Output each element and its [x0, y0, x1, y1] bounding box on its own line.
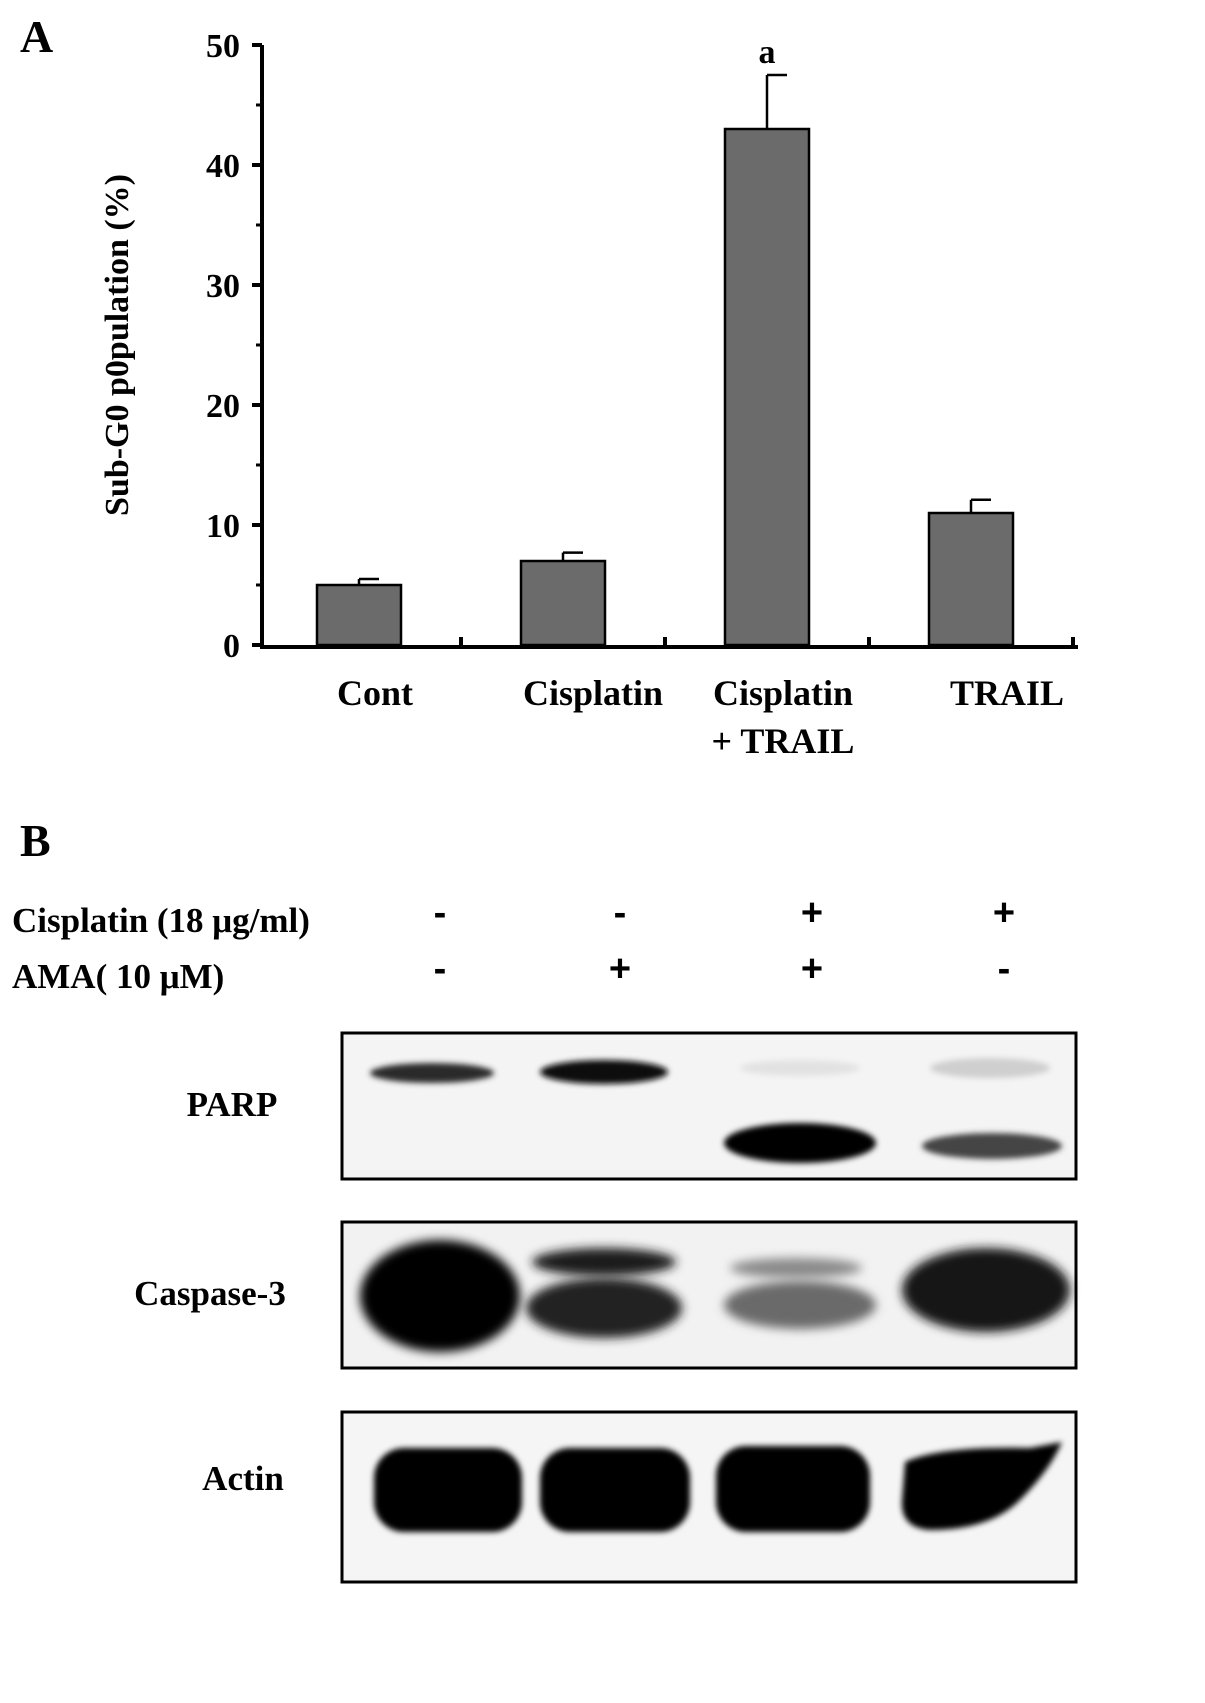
category-label: TRAIL — [950, 673, 1064, 713]
annotations: a — [759, 34, 776, 71]
bands-parp — [370, 1058, 1062, 1163]
band-actin-lane4 — [901, 1442, 1062, 1530]
band-caspase-3-lane3-top — [730, 1258, 862, 1278]
treatment-label-ama: AMA( 10 μM) — [12, 957, 224, 996]
band-parp-lane3-upper — [740, 1060, 860, 1076]
y-tick-label: 30 — [206, 268, 240, 305]
treatment-label-cisplatin: Cisplatin (18 μg/ml) — [12, 901, 310, 940]
band-parp-lane4-cleaved — [922, 1133, 1062, 1159]
band-caspase-3-lane1 — [360, 1240, 520, 1352]
y-tick-label: 40 — [206, 148, 240, 185]
bar — [315, 583, 403, 647]
blot-label-caspase-3: Caspase-3 — [134, 1274, 286, 1313]
band-actin-lane1 — [374, 1448, 522, 1532]
treatment-sign: - — [614, 892, 627, 934]
bars — [315, 127, 1015, 647]
bar — [927, 511, 1015, 647]
treatment-sign: + — [801, 892, 823, 934]
bar-chart: Sub-G0 p0pulation (%) 0 10 20 30 40 50 a Cont… — [99, 28, 1078, 761]
bands-actin — [374, 1442, 1062, 1532]
panel-b-letter: B — [20, 815, 51, 866]
y-ticks: 0 10 20 30 40 50 — [206, 28, 262, 665]
band-parp-lane4-upper — [930, 1058, 1050, 1078]
treatment-sign: - — [998, 948, 1011, 990]
category-label: Cisplatin + TRAIL — [712, 673, 855, 761]
category-labels: Cont Cisplatin Cisplatin + TRAIL TRAIL — [337, 673, 1064, 761]
x-ticks — [459, 637, 1075, 647]
category-label: Cisplatin — [523, 673, 663, 713]
blot-frame-parp — [340, 1031, 1078, 1181]
band-parp-lane1-upper — [370, 1063, 494, 1083]
band-caspase-3-lane2-top — [532, 1248, 676, 1276]
treatment-sign: + — [609, 948, 631, 990]
blot-actin: Actin — [202, 1410, 1078, 1584]
category-label: Cont — [337, 673, 413, 713]
treatment-sign: + — [801, 948, 823, 990]
band-actin-lane3 — [716, 1446, 870, 1532]
treatment-sign: + — [993, 892, 1015, 934]
band-caspase-3-lane3-bottom — [724, 1281, 876, 1329]
band-caspase-3-lane2-bottom — [526, 1278, 682, 1338]
band-parp-lane3-cleaved — [724, 1123, 876, 1163]
blot-caspase-3: Caspase-3 — [134, 1220, 1078, 1370]
panel-a-letter: A — [20, 11, 53, 62]
band-caspase-3-lane4 — [902, 1248, 1070, 1332]
y-axis-label: Sub-G0 p0pulation (%) — [99, 174, 136, 516]
band-actin-lane2 — [540, 1448, 690, 1532]
blot-label-parp: PARP — [187, 1085, 278, 1124]
bar — [519, 559, 607, 647]
y-tick-label: 50 — [206, 28, 240, 65]
bands-caspase-3 — [360, 1240, 1070, 1352]
y-tick-label: 10 — [206, 508, 240, 545]
blot-label-actin: Actin — [202, 1459, 284, 1498]
significance-annotation: a — [759, 34, 776, 71]
error-bars — [357, 73, 991, 585]
blot-parp: PARP — [187, 1031, 1078, 1181]
y-tick-label: 20 — [206, 388, 240, 425]
treatment-signs: - - + + - + + - — [434, 892, 1015, 990]
band-parp-lane2-upper — [540, 1060, 668, 1084]
bar — [723, 127, 811, 647]
y-tick-label: 0 — [223, 628, 240, 665]
treatment-rows: Cisplatin (18 μg/ml) AMA( 10 μM) - - + + - + +… — [12, 892, 1015, 996]
treatment-sign: - — [434, 948, 447, 990]
treatment-sign: - — [434, 892, 447, 934]
